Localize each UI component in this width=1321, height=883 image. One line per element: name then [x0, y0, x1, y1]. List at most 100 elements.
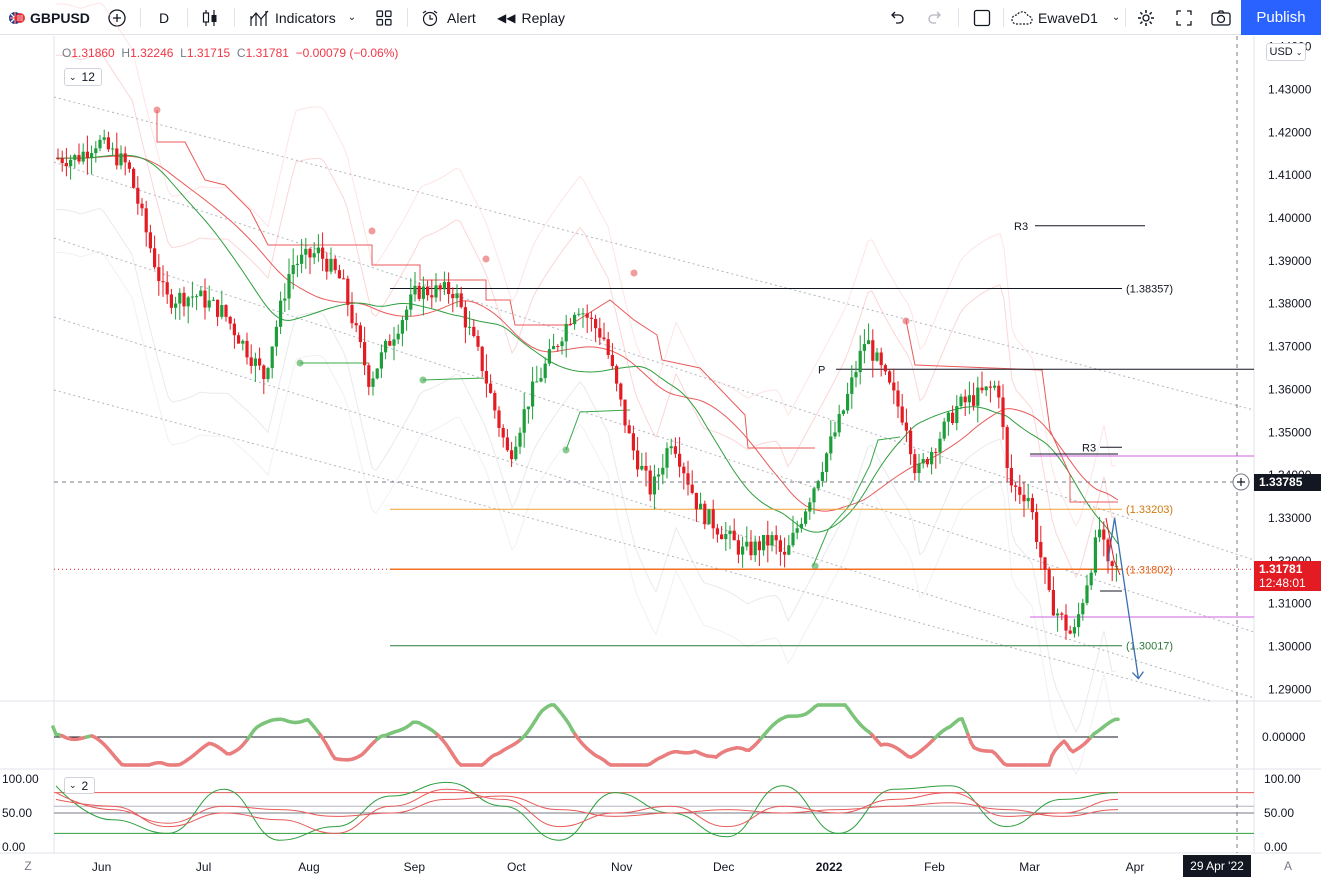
- candle-body[interactable]: [1098, 529, 1102, 538]
- candle-body[interactable]: [489, 383, 493, 393]
- candle-body[interactable]: [711, 509, 715, 529]
- candle-body[interactable]: [186, 297, 190, 307]
- candle-body[interactable]: [967, 395, 971, 403]
- candle-body[interactable]: [342, 278, 346, 280]
- candle-body[interactable]: [1093, 537, 1097, 573]
- candle-body[interactable]: [959, 396, 963, 407]
- stoch-line[interactable]: [55, 792, 1119, 824]
- candle-body[interactable]: [337, 270, 341, 279]
- candle-body[interactable]: [594, 318, 598, 329]
- candle-body[interactable]: [1102, 529, 1106, 540]
- candle-body[interactable]: [795, 528, 799, 533]
- candle-body[interactable]: [220, 305, 224, 317]
- candle-body[interactable]: [909, 430, 913, 455]
- candle-body[interactable]: [816, 481, 820, 489]
- candle-body[interactable]: [321, 247, 325, 259]
- candle-body[interactable]: [862, 344, 866, 351]
- candle-body[interactable]: [94, 148, 98, 154]
- candle-body[interactable]: [678, 453, 682, 467]
- candle-body[interactable]: [161, 281, 165, 283]
- candle-body[interactable]: [904, 422, 908, 431]
- candle-body[interactable]: [652, 476, 656, 495]
- candle-body[interactable]: [925, 459, 929, 465]
- channel-line[interactable]: [53, 96, 1255, 411]
- candle-body[interactable]: [770, 535, 774, 546]
- candle-body[interactable]: [631, 433, 635, 451]
- candle-body[interactable]: [736, 540, 740, 555]
- candle-body[interactable]: [279, 300, 283, 327]
- moving-average-line[interactable]: [56, 154, 1119, 545]
- candle-body[interactable]: [384, 340, 388, 353]
- candle-body[interactable]: [543, 363, 547, 379]
- candle-body[interactable]: [1009, 467, 1013, 486]
- candle-body[interactable]: [560, 341, 564, 347]
- interval-button[interactable]: D: [159, 0, 169, 35]
- candle-body[interactable]: [73, 155, 77, 160]
- candle-body[interactable]: [602, 337, 606, 340]
- auto-scale-button[interactable]: A: [1283, 859, 1292, 873]
- candle-body[interactable]: [640, 465, 644, 470]
- candle-body[interactable]: [1072, 627, 1076, 634]
- candle-body[interactable]: [1047, 569, 1051, 591]
- candle-body[interactable]: [480, 346, 484, 371]
- candle-body[interactable]: [1060, 613, 1064, 615]
- candle-body[interactable]: [955, 406, 959, 424]
- candle-body[interactable]: [132, 168, 136, 188]
- candle-body[interactable]: [741, 546, 745, 555]
- candle-body[interactable]: [64, 163, 68, 167]
- candle-body[interactable]: [896, 390, 900, 407]
- candle-body[interactable]: [291, 265, 295, 275]
- candle-body[interactable]: [892, 382, 896, 391]
- candle-body[interactable]: [871, 340, 875, 361]
- candle-body[interactable]: [556, 346, 560, 348]
- candle-body[interactable]: [438, 285, 442, 290]
- candle-body[interactable]: [472, 326, 476, 337]
- stop-line[interactable]: [565, 409, 631, 451]
- candle-body[interactable]: [463, 307, 467, 328]
- candle-body[interactable]: [627, 425, 631, 434]
- candle-body[interactable]: [1081, 602, 1085, 615]
- candle-body[interactable]: [526, 406, 530, 410]
- candle-body[interactable]: [253, 358, 257, 366]
- candle-body[interactable]: [127, 162, 131, 169]
- candle-body[interactable]: [216, 299, 220, 317]
- candle-body[interactable]: [346, 278, 350, 305]
- candle-body[interactable]: [699, 503, 703, 510]
- candle-body[interactable]: [623, 399, 627, 426]
- candle-body[interactable]: [69, 159, 73, 167]
- candle-body[interactable]: [883, 365, 887, 372]
- candle-body[interactable]: [535, 381, 539, 383]
- candle-body[interactable]: [1043, 557, 1047, 570]
- channel-line[interactable]: [53, 161, 1255, 561]
- publish-button[interactable]: Publish: [1241, 0, 1321, 35]
- candle-body[interactable]: [308, 248, 312, 258]
- candle-body[interactable]: [484, 370, 488, 384]
- candle-body[interactable]: [329, 258, 333, 272]
- projection-line[interactable]: [1107, 517, 1140, 679]
- candle-body[interactable]: [728, 530, 732, 535]
- candle-body[interactable]: [1051, 590, 1055, 616]
- candle-body[interactable]: [426, 286, 430, 296]
- candle-body[interactable]: [669, 446, 673, 449]
- candle-body[interactable]: [854, 372, 858, 378]
- candle-body[interactable]: [522, 409, 526, 433]
- candle-body[interactable]: [778, 540, 782, 552]
- candle-body[interactable]: [136, 187, 140, 204]
- candle-body[interactable]: [451, 294, 455, 299]
- candle-body[interactable]: [392, 339, 396, 346]
- candle-body[interactable]: [724, 534, 728, 540]
- candle-body[interactable]: [858, 350, 862, 373]
- candle-body[interactable]: [568, 323, 572, 325]
- candle-body[interactable]: [539, 378, 543, 382]
- stop-line[interactable]: [156, 110, 815, 449]
- candle-body[interactable]: [316, 247, 320, 254]
- candle-body[interactable]: [762, 534, 766, 551]
- candle-body[interactable]: [354, 323, 358, 326]
- candle-body[interactable]: [1039, 541, 1043, 558]
- candle-body[interactable]: [682, 466, 686, 474]
- candle-body[interactable]: [178, 292, 182, 304]
- candle-body[interactable]: [266, 368, 270, 380]
- candle-body[interactable]: [686, 473, 690, 485]
- candle-body[interactable]: [413, 285, 417, 295]
- candle-body[interactable]: [1085, 585, 1089, 603]
